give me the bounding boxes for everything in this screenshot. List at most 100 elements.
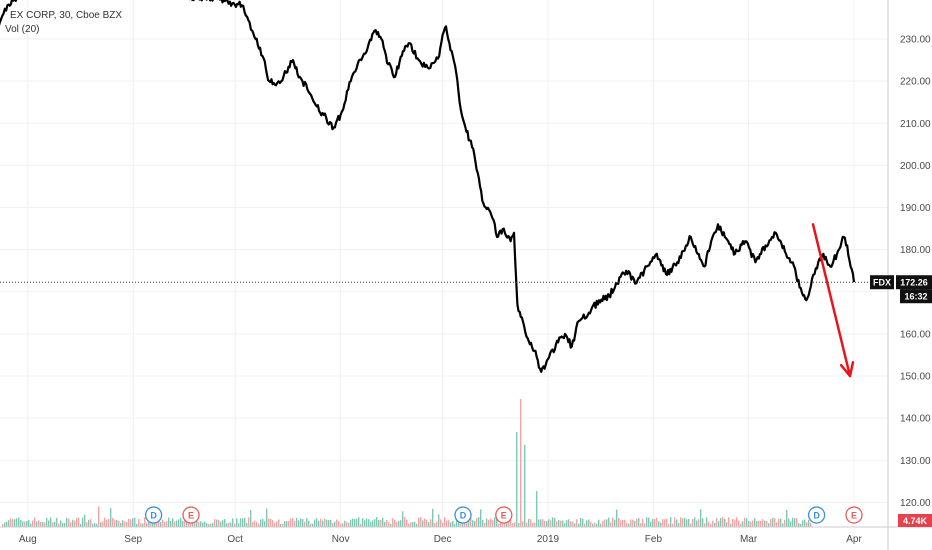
volume-bar [624,519,626,527]
volume-bar [204,521,206,527]
volume-bar [446,520,448,527]
volume-bar [566,520,568,527]
volume-indicator-label[interactable]: Vol (20) [5,24,39,35]
chart-title: EX CORP, 30, Cboe BZX [10,10,122,21]
volume-bar [292,517,294,527]
volume-bar [648,517,650,527]
volume-bar [662,519,664,527]
volume-bar [24,521,26,527]
projection-arrow-line [811,223,852,378]
volume-bar [102,521,104,527]
volume-bar [498,523,500,527]
volume-bar [226,523,228,527]
y-tick-label: 180.00 [900,245,931,256]
volume-bar [356,518,358,527]
event-marker[interactable] [182,506,200,524]
volume-bar [38,520,40,527]
volume-bar [42,521,44,527]
volume-bar [754,518,756,527]
volume-bar [732,518,734,527]
countdown-badge [900,289,932,304]
event-marker-letter: D [150,511,157,521]
y-tick-label: 140.00 [900,414,931,425]
volume-bar [510,519,512,527]
volume-bar [550,520,552,527]
volume-bar [236,518,238,527]
volume-bar [722,517,724,527]
event-marker[interactable] [845,506,863,524]
volume-bar [762,518,764,527]
volume-bar [364,520,366,527]
volume-bar [58,523,60,527]
volume-bar [634,520,636,527]
event-marker[interactable] [454,506,472,524]
volume-bar [684,517,686,527]
volume-bar [680,517,682,527]
volume-bar [212,522,214,527]
volume-bar [532,522,534,527]
volume-bar [538,519,540,527]
volume-bar [574,523,576,527]
y-tick-label: 120.00 [900,498,931,509]
volume-bar [576,519,578,527]
volume-bar [104,517,106,527]
event-marker-letter: D [813,511,820,521]
volume-bar [462,523,464,527]
volume-bar [638,517,640,527]
volume-bar [48,520,50,527]
volume-bar [18,517,20,527]
volume-bar [36,521,38,527]
volume-bar [44,522,46,527]
price-series [0,0,856,373]
volume-bar [570,521,572,527]
volume-bar [512,523,514,527]
volume-bar [346,522,348,527]
volume-bar [652,518,654,527]
volume-bar [496,517,498,527]
volume-bar [146,522,148,527]
volume-bar [578,523,580,527]
volume-bar [792,517,794,527]
volume-bar [476,518,478,527]
volume-bar [122,520,124,527]
volume-bar [34,517,36,527]
volume-bar [602,520,604,527]
volume-bar [654,519,656,527]
volume-bar [282,523,284,527]
volume-bar [92,523,94,527]
volume-bar [284,521,286,527]
volume-bar [678,522,680,527]
volume-bar [806,522,808,527]
volume-bar [302,519,304,527]
event-marker-letter: E [851,511,857,521]
volume-bar [480,509,482,527]
volume-bar [622,519,624,527]
event-marker[interactable] [144,506,163,524]
volume-bar [430,519,432,527]
volume-bar [504,521,506,527]
volume-bar [750,521,752,527]
volume-bar [800,523,802,527]
event-marker[interactable] [807,506,826,524]
volume-bar [66,517,68,527]
volume-bar [688,518,690,527]
volume-bar [756,521,758,527]
volume-bar [84,514,86,527]
volume-bar [706,517,708,527]
volume-bar [612,517,614,527]
event-marker[interactable] [495,506,513,524]
volume-bar [786,509,788,527]
volume-bar [22,521,24,527]
volume-bar [782,523,784,527]
volume-bar [156,520,158,527]
x-tick-label: Aug [19,534,37,545]
volume-bar [618,517,620,527]
volume-bar [294,520,296,527]
y-tick-label: 160.00 [900,329,931,340]
volume-bar [674,517,676,527]
volume-bar [232,518,234,527]
volume-bar [592,523,594,527]
volume-bar [802,520,804,527]
